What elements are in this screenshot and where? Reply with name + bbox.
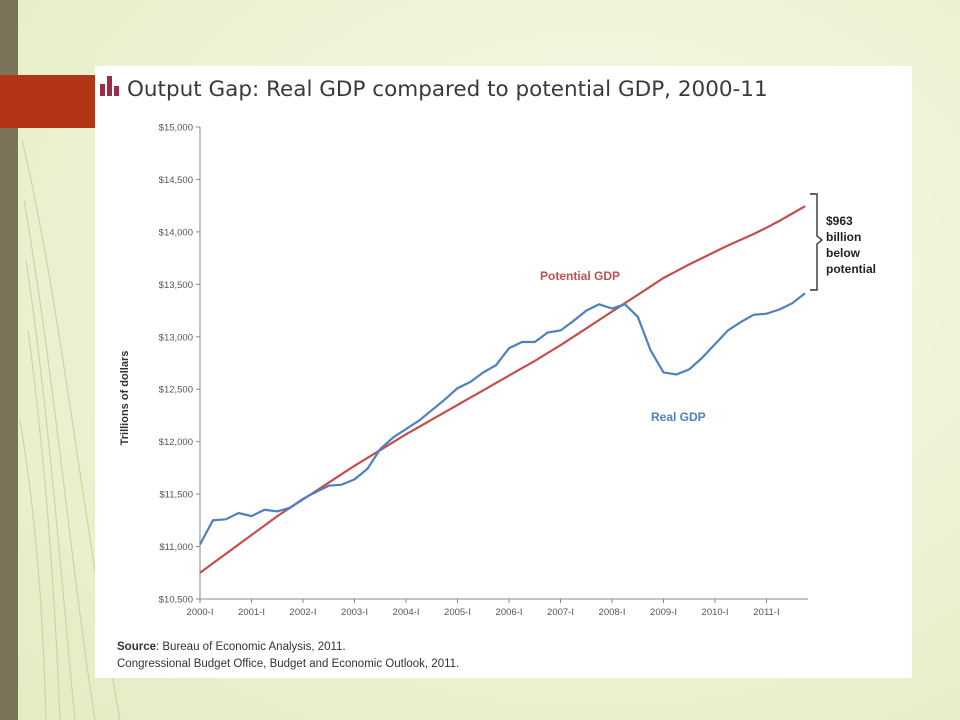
x-tick-label: 2001-I (238, 607, 265, 618)
source-line-2: Congressional Budget Office, Budget and … (117, 658, 459, 670)
y-tick-label: $13,000 (159, 332, 193, 343)
chart-title: Output Gap: Real GDP compared to potenti… (127, 77, 768, 102)
y-tick-label: $13,500 (159, 280, 193, 291)
gap-annotation-line-2: billion (826, 230, 861, 244)
y-tick-label: $14,000 (159, 227, 193, 238)
gap-annotation-line-1: $963 (826, 214, 853, 228)
y-tick-label: $11,500 (159, 490, 193, 501)
potential-gdp-label: Potential GDP (540, 269, 620, 283)
x-tick-label: 2010-I (702, 607, 729, 618)
x-tick-label: 2009-I (650, 607, 677, 618)
gap-bracket (810, 193, 824, 291)
y-tick-label: $10,500 (159, 595, 193, 606)
x-tick-label: 2000-I (187, 607, 214, 618)
x-ticks: 2000-I 2001-I 2002-I 2003-I 2004-I 2005-I 2006… (187, 599, 780, 618)
source-bold: Source (117, 641, 156, 653)
y-axis-label: Trillions of dollars (119, 351, 131, 446)
x-tick-label: 2004-I (393, 607, 420, 618)
chart: Output Gap: Real GDP compared to potenti… (100, 76, 876, 670)
gap-annotation-line-3: below (826, 246, 861, 260)
chart-logo-icon (100, 76, 119, 96)
gap-annotation-line-4: potential (826, 262, 876, 276)
x-tick-label: 2002-I (290, 607, 317, 618)
x-tick-label: 2006-I (496, 607, 523, 618)
x-tick-label: 2005-I (444, 607, 471, 618)
y-tick-label: $15,000 (159, 123, 193, 134)
y-tick-label: $12,500 (159, 385, 193, 396)
x-tick-label: 2011-I (753, 607, 779, 618)
x-tick-label: 2007-I (547, 607, 574, 618)
y-tick-label: $14,500 (159, 175, 193, 186)
source-text: : Bureau of Economic Analysis, 2011. (156, 641, 346, 653)
series-line-real-gdp (199, 292, 806, 546)
y-tick-label: $12,000 (159, 437, 193, 448)
slide-left-stripe (0, 0, 18, 720)
source-line-1: Source: Bureau of Economic Analysis, 201… (117, 641, 346, 653)
chart-card: Output Gap: Real GDP compared to potenti… (95, 66, 912, 678)
series-line-potential-gdp (199, 205, 806, 574)
real-gdp-label: Real GDP (651, 410, 706, 424)
slide-red-tab (0, 75, 95, 128)
x-tick-label: 2008-I (599, 607, 626, 618)
x-tick-label: 2003-I (341, 607, 368, 618)
y-ticks: $10,500 $11,000 $11,500 $12,000 $12,500 $13,0… (159, 123, 200, 606)
y-tick-label: $11,000 (159, 542, 193, 553)
